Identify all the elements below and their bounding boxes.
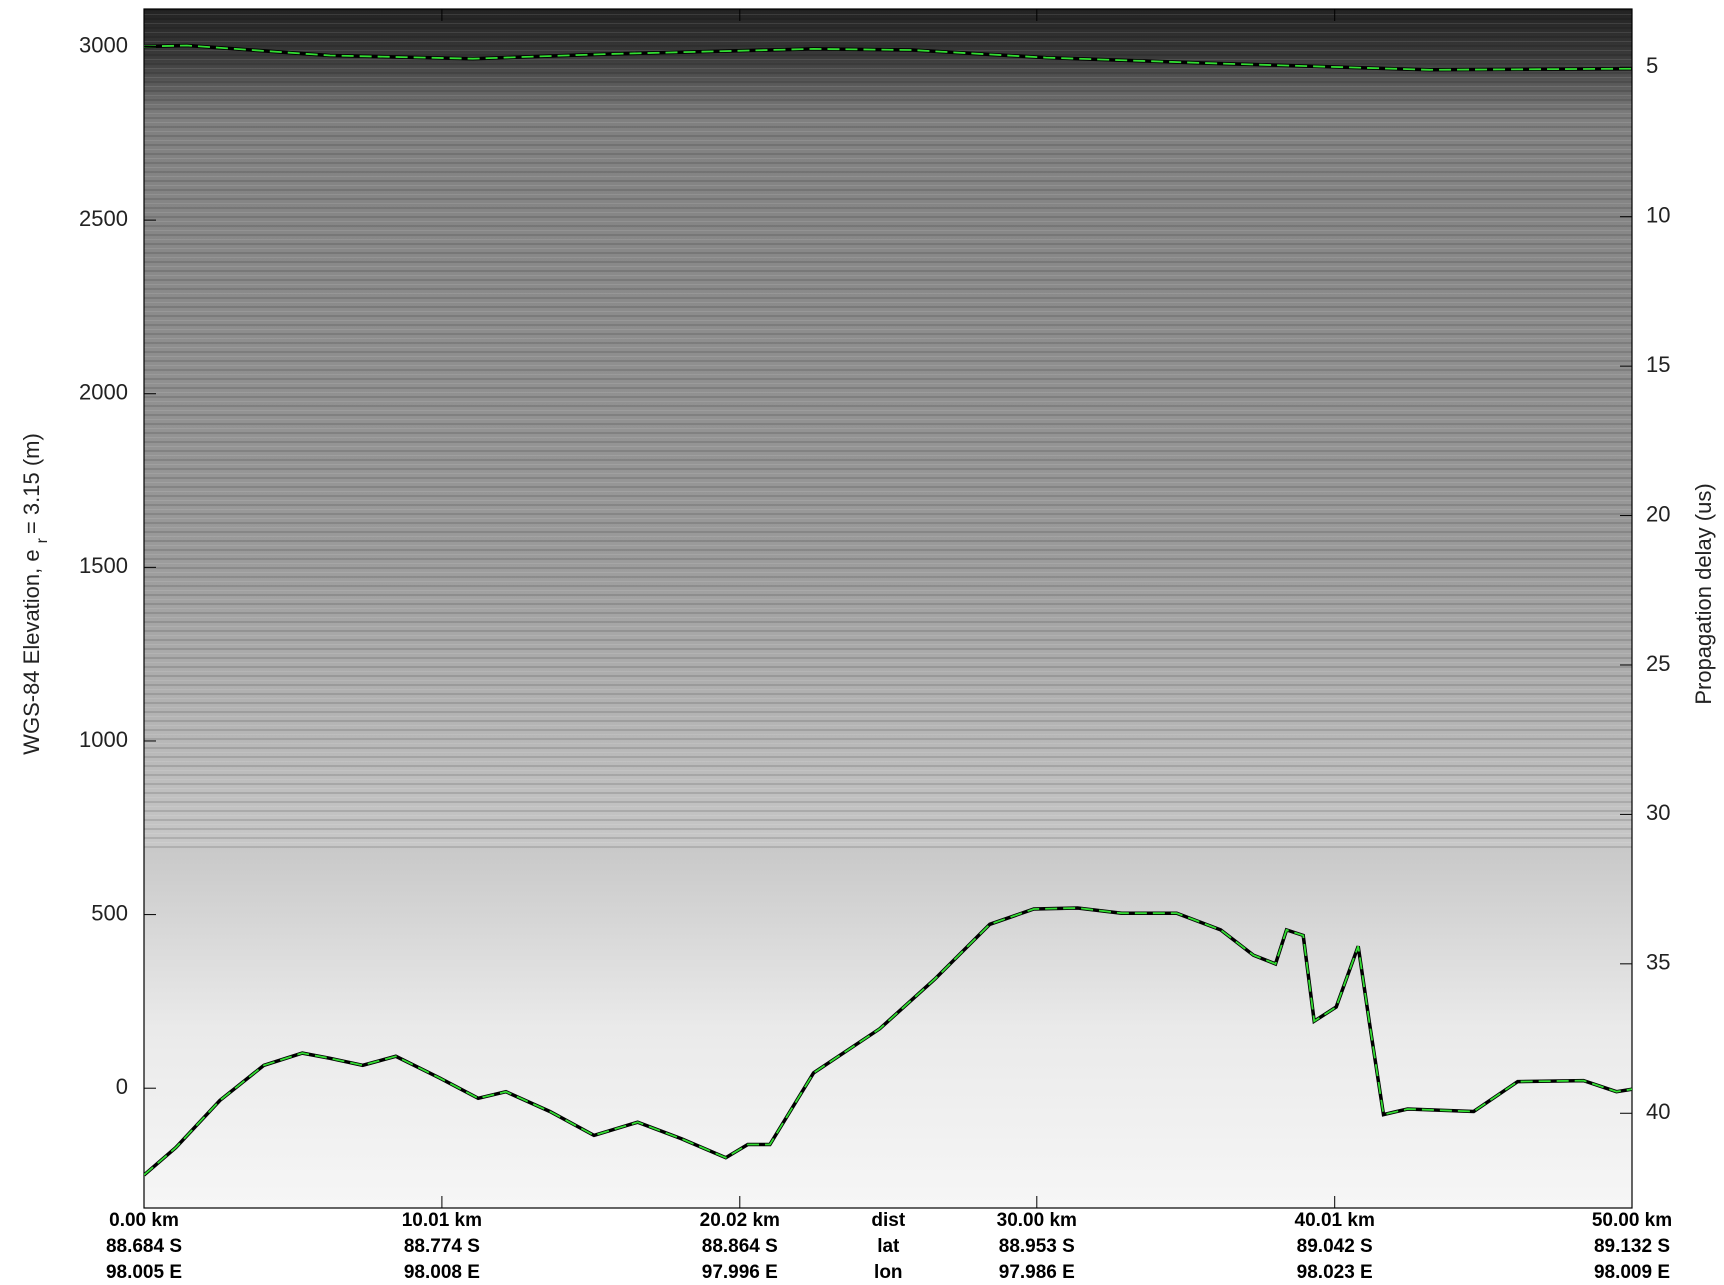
y-label-subscript: r: [34, 537, 51, 543]
y-tick-label: 3000: [79, 32, 128, 57]
x-tick-lat: 89.132 S: [1594, 1236, 1670, 1257]
y2-tick-label: 40: [1646, 1099, 1670, 1124]
y2-tick-label: 20: [1646, 501, 1670, 526]
x-tick-lat: 89.042 S: [1297, 1236, 1373, 1257]
x-row-label: lat: [877, 1236, 900, 1257]
y2-tick-label: 30: [1646, 800, 1670, 825]
x-tick-label: 10.01 km: [402, 1210, 482, 1231]
x-tick-label: 50.00 km: [1592, 1210, 1672, 1231]
y2-tick-label: 15: [1646, 352, 1670, 377]
y-tick-label: 1000: [79, 727, 128, 752]
x-tick-label: 0.00 km: [109, 1210, 179, 1231]
x-tick-lon: 97.996 E: [702, 1262, 778, 1283]
x-tick-lon: 98.005 E: [106, 1262, 182, 1283]
y2-axis-label: Propagation delay (us): [1691, 483, 1716, 704]
x-tick-lon: 98.023 E: [1297, 1262, 1373, 1283]
line: [144, 44, 1632, 71]
radargram-layers: [144, 9, 1632, 849]
x-tick-label: 40.01 km: [1295, 1210, 1375, 1231]
y-label-main: WGS-84 Elevation, e: [19, 549, 44, 754]
x-tick-lon: 98.009 E: [1594, 1262, 1670, 1283]
y-tick-label: 1500: [79, 553, 128, 578]
y-tick-label: 0: [116, 1074, 128, 1099]
x-tick-lat: 88.864 S: [702, 1236, 778, 1257]
x-tick-label: 30.00 km: [997, 1210, 1077, 1231]
y-tick-label: 2000: [79, 380, 128, 405]
x-tick-lat: 88.953 S: [999, 1236, 1075, 1257]
y2-tick-label: 10: [1646, 203, 1670, 228]
x-tick-lat: 88.684 S: [106, 1236, 182, 1257]
x-tick-lon: 98.008 E: [404, 1262, 480, 1283]
y-label-rest: = 3.15 (m): [19, 433, 44, 534]
y2-tick-label: 25: [1646, 651, 1670, 676]
y2-tick-label: 35: [1646, 950, 1670, 975]
y-tick-label: 2500: [79, 206, 128, 231]
y-axis-label: WGS-84 Elevation, e r = 3.15 (m): [19, 433, 51, 755]
series-group: [144, 43, 1632, 1177]
plot-frame: [143, 8, 1633, 1209]
x-row-label: lon: [874, 1262, 903, 1283]
line: [144, 907, 1632, 1176]
x-row-label: dist: [871, 1210, 905, 1231]
y2-tick-label: 5: [1646, 53, 1658, 78]
y-tick-label: 500: [91, 900, 128, 925]
x-tick-lon: 97.986 E: [999, 1262, 1075, 1283]
x-tick-label: 20.02 km: [700, 1210, 780, 1231]
x-tick-lat: 88.774 S: [404, 1236, 480, 1257]
